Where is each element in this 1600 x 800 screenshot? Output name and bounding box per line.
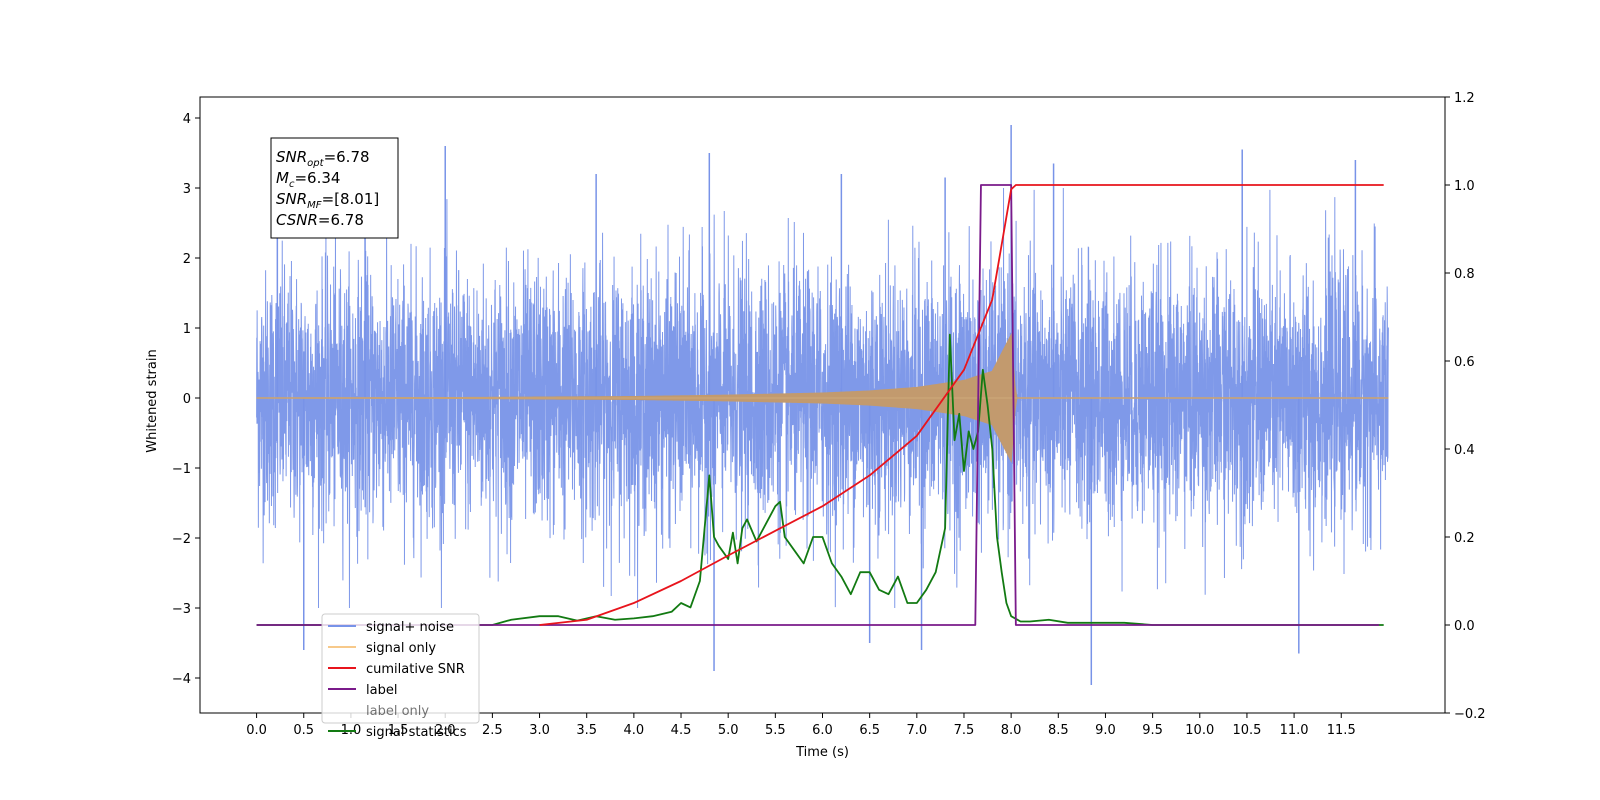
y-tick-label-5: −1 (172, 462, 191, 477)
series-label-line (256, 184, 1379, 626)
y2-tick-label-7: −0.2 (1454, 707, 1486, 722)
y-tick-label-3: 1 (183, 322, 191, 337)
x-tick-label-13: 6.5 (859, 723, 880, 738)
legend-frame (321, 613, 480, 724)
annotation-line-0: SNRopt=6.78 (276, 148, 370, 169)
series-cumulative-snr-line (539, 184, 1384, 626)
legend: signal+ noise signal only cumilative SNR la… (321, 613, 480, 740)
x-tick-label-11: 5.5 (765, 723, 786, 738)
y-axis-label: Whitened strain (145, 349, 160, 452)
legend-label-signal-statistics: signal statistics (366, 725, 467, 740)
legend-label-signal-noise: signal+ noise (366, 620, 454, 635)
y-tick-label-1: 3 (183, 182, 191, 197)
x-axis: 0.0 0.5 1.0 1.5 2.0 2.5 3.0 3.5 4.0 4.5 5.0 5.5 6.0 6… (246, 713, 1356, 738)
x-tick-label-15: 7.5 (954, 723, 975, 738)
x-tick-label-16: 8.0 (1001, 723, 1022, 738)
x-tick-label-5: 2.5 (482, 723, 503, 738)
y-tick-label-2: 2 (183, 252, 191, 267)
y2-tick-label-5: 0.2 (1454, 531, 1475, 546)
x-tick-label-8: 4.0 (624, 723, 645, 738)
y2-tick-label-4: 0.4 (1454, 443, 1475, 458)
x-tick-label-1: 0.5 (293, 723, 314, 738)
x-tick-label-7: 3.5 (576, 723, 597, 738)
x-tick-label-9: 4.5 (671, 723, 692, 738)
annotation-frame (270, 137, 399, 239)
y2-tick-label-2: 0.8 (1454, 267, 1475, 282)
legend-label-signal-only: signal only (366, 641, 436, 656)
x-tick-label-10: 5.0 (718, 723, 739, 738)
x-tick-label-18: 9.0 (1095, 723, 1116, 738)
y-tick-label-7: −3 (172, 602, 191, 617)
legend-label-cumilative-snr: cumilative SNR (366, 662, 465, 677)
x-tick-label-23: 11.5 (1327, 723, 1356, 738)
y2-tick-label-3: 0.6 (1454, 355, 1475, 370)
y2-tick-label-0: 1.2 (1454, 91, 1475, 106)
x-tick-label-0: 0.0 (246, 723, 267, 738)
x-tick-label-4: 2.0 (435, 723, 456, 738)
annotation-line-2: SNRMF=[8.01] (276, 190, 379, 211)
x-tick-label-21: 10.5 (1232, 723, 1261, 738)
y-tick-label-8: −4 (172, 672, 191, 687)
series-signal-noise-trace (256, 187, 1389, 609)
plot-area (256, 125, 1389, 685)
legend-label-label-only: label only (366, 704, 429, 719)
y-tick-label-0: 4 (183, 112, 191, 127)
y-axis-left: 4 3 2 1 0 −1 −2 −3 −4 (172, 112, 200, 687)
x-tick-label-14: 7.0 (906, 723, 927, 738)
y2-tick-label-6: 0.0 (1454, 619, 1475, 634)
x-tick-label-19: 9.5 (1142, 723, 1163, 738)
x-tick-label-20: 10.0 (1185, 723, 1214, 738)
legend-label-label: label (366, 683, 397, 698)
y2-tick-label-1: 1.0 (1454, 179, 1475, 194)
annotation-line-1: Mc=6.34 (276, 169, 340, 190)
x-tick-label-17: 8.5 (1048, 723, 1069, 738)
series-signal-statistics-line (256, 333, 1384, 626)
x-tick-label-6: 3.0 (529, 723, 550, 738)
y-axis-right: 1.2 1.0 0.8 0.6 0.4 0.2 0.0 −0.2 (1445, 91, 1486, 722)
x-tick-label-3: 1.5 (388, 723, 409, 738)
x-axis-label: Time (s) (795, 745, 849, 760)
y-tick-label-4: 0 (183, 392, 191, 407)
y-tick-label-6: −2 (172, 532, 191, 547)
x-tick-label-22: 11.0 (1280, 723, 1309, 738)
x-tick-label-12: 6.0 (812, 723, 833, 738)
annotation-line-3: CSNR=6.78 (276, 211, 364, 229)
